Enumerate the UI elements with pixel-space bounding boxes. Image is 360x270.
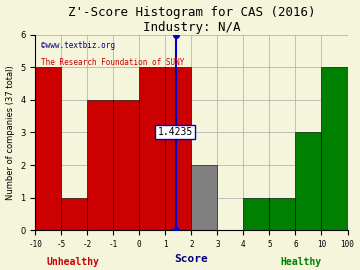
Bar: [113, 100, 139, 230]
X-axis label: Score: Score: [175, 254, 208, 264]
Bar: [321, 67, 347, 230]
Bar: [35, 67, 61, 230]
Bar: [296, 133, 321, 230]
Bar: [87, 100, 113, 230]
Text: Healthy: Healthy: [281, 256, 322, 266]
Text: The Research Foundation of SUNY: The Research Foundation of SUNY: [41, 58, 185, 67]
Title: Z'-Score Histogram for CAS (2016)
Industry: N/A: Z'-Score Histogram for CAS (2016) Indust…: [68, 6, 315, 33]
Bar: [269, 198, 296, 230]
Y-axis label: Number of companies (37 total): Number of companies (37 total): [5, 65, 14, 200]
Bar: [192, 165, 217, 230]
Text: 1.4235: 1.4235: [157, 127, 193, 137]
Text: Unhealthy: Unhealthy: [47, 256, 100, 266]
Bar: [243, 198, 269, 230]
Bar: [139, 67, 165, 230]
Text: ©www.textbiz.org: ©www.textbiz.org: [41, 40, 116, 50]
Bar: [61, 198, 87, 230]
Bar: [165, 67, 192, 230]
